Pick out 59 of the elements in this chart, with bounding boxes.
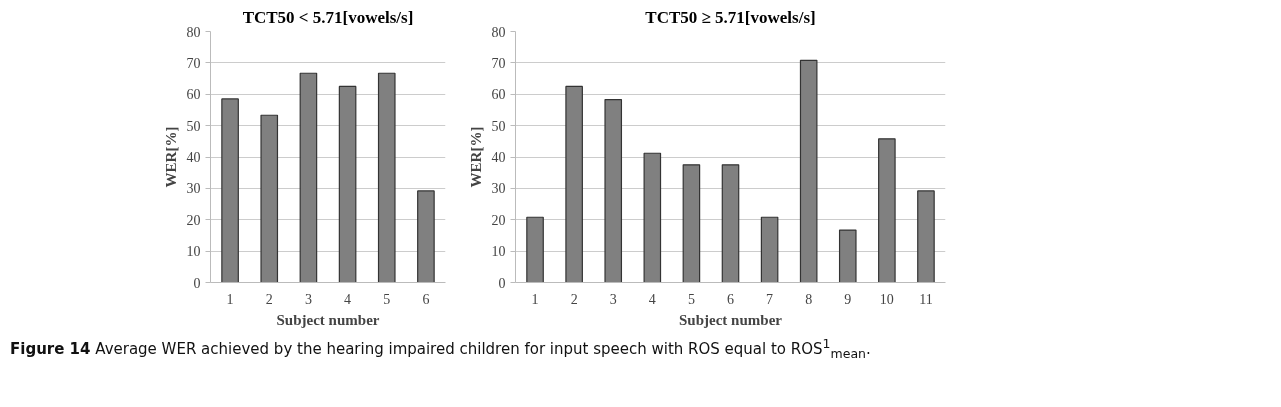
x-tick-label: 7 bbox=[766, 291, 774, 307]
chart-title: TCT50 ≥ 5.71[vowels/s] bbox=[645, 7, 816, 27]
y-tick-label: 20 bbox=[186, 212, 201, 228]
bar bbox=[917, 190, 935, 283]
x-tick-label: 2 bbox=[570, 291, 578, 307]
y-axis-title: WER[%] bbox=[162, 126, 179, 188]
y-tick-label: 30 bbox=[491, 181, 506, 197]
bar bbox=[682, 164, 701, 283]
y-tick-label: 0 bbox=[498, 275, 506, 291]
y-tick-label: 60 bbox=[186, 87, 201, 103]
x-tick-label: 2 bbox=[265, 291, 273, 307]
bar bbox=[338, 85, 357, 283]
bar bbox=[526, 216, 544, 283]
bar bbox=[417, 190, 435, 283]
y-tick-label: 30 bbox=[186, 181, 201, 197]
y-tick-label: 40 bbox=[491, 150, 506, 165]
y-tick-label: 70 bbox=[186, 55, 201, 71]
x-axis-title: Subject number bbox=[679, 311, 783, 328]
x-tick-label: 6 bbox=[727, 291, 734, 307]
bar bbox=[721, 164, 740, 283]
y-tick-label: 80 bbox=[186, 24, 201, 40]
x-tick-label: 1 bbox=[226, 291, 234, 307]
x-tick-label: 3 bbox=[304, 291, 312, 307]
y-tick-label: 80 bbox=[491, 24, 506, 40]
y-tick-label: 70 bbox=[491, 55, 506, 71]
y-tick-label: 50 bbox=[491, 118, 506, 134]
y-tick-label: 10 bbox=[186, 244, 201, 260]
bar bbox=[760, 216, 779, 283]
bar bbox=[221, 98, 239, 283]
x-tick-label: 5 bbox=[687, 291, 695, 307]
bar bbox=[299, 72, 318, 283]
x-tick-label: 6 bbox=[422, 291, 430, 307]
bar bbox=[377, 72, 396, 283]
bar bbox=[643, 152, 662, 283]
x-tick-label: 3 bbox=[609, 291, 617, 307]
x-tick-label: 10 bbox=[879, 291, 894, 307]
x-tick-label: 4 bbox=[648, 291, 656, 307]
bar bbox=[799, 59, 818, 283]
bar bbox=[565, 85, 583, 283]
x-axis-title: Subject number bbox=[276, 311, 380, 328]
bar bbox=[260, 114, 279, 283]
x-tick-label: 8 bbox=[805, 291, 813, 307]
y-axis-title: WER[%] bbox=[467, 126, 484, 188]
chart-title: TCT50 < 5.71[vowels/s] bbox=[242, 7, 414, 27]
x-tick-label: 9 bbox=[844, 291, 852, 307]
bar bbox=[838, 229, 857, 283]
x-tick-label: 11 bbox=[919, 291, 933, 307]
x-tick-label: 1 bbox=[531, 291, 539, 307]
y-tick-label: 20 bbox=[491, 212, 506, 228]
bar bbox=[604, 98, 623, 283]
bar bbox=[878, 138, 896, 283]
y-tick-label: 10 bbox=[491, 244, 506, 260]
x-tick-label: 4 bbox=[344, 291, 352, 307]
y-tick-label: 40 bbox=[186, 150, 201, 165]
y-tick-label: 50 bbox=[186, 118, 201, 134]
y-tick-label: 60 bbox=[491, 87, 506, 103]
caption: Figure 14 Average WER achieved by the hearing impaired children for input speech with ROS equal to ROS$^{1}$$_{mean}$. bbox=[10, 335, 871, 363]
x-tick-label: 5 bbox=[383, 291, 391, 307]
y-tick-label: 0 bbox=[193, 275, 201, 291]
